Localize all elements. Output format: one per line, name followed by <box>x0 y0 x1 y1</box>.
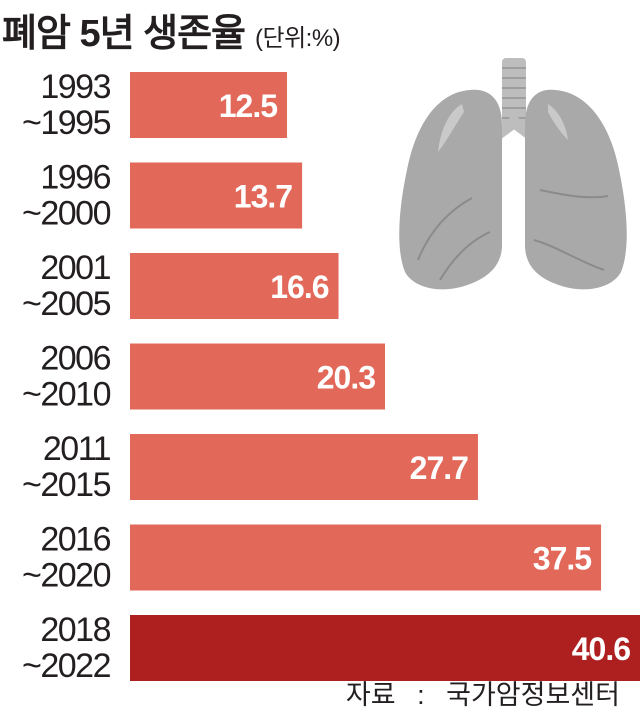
value-label-4: 27.7 <box>410 450 468 486</box>
bar-4 <box>130 434 478 500</box>
right-lung <box>525 89 627 290</box>
source-value: 국가암정보센터 <box>446 680 620 710</box>
bar-0 <box>130 72 288 138</box>
category-label-4-1: ~2015 <box>22 466 111 504</box>
value-label-1: 13.7 <box>234 179 292 215</box>
source-label: 자료 <box>345 680 396 710</box>
category-label-1-0: 1996 <box>40 159 110 197</box>
value-label-5: 37.5 <box>533 541 591 577</box>
category-label-1-1: ~2000 <box>22 195 111 233</box>
category-label-5-0: 2016 <box>40 521 110 559</box>
category-label-6-1: ~2022 <box>22 647 111 685</box>
source-separator: : <box>417 680 425 710</box>
value-label-0: 12.5 <box>219 88 277 124</box>
category-label-2-1: ~2005 <box>22 285 111 323</box>
category-label-3-1: ~2010 <box>22 376 111 414</box>
bar-2 <box>130 253 339 319</box>
bar-6 <box>130 615 640 681</box>
chart-title: 폐암 5년 생존율 <box>2 13 246 55</box>
value-label-2: 16.6 <box>270 269 328 305</box>
value-label-3: 20.3 <box>317 360 375 396</box>
value-label-6: 40.6 <box>572 631 630 667</box>
source-credit: 자료 : 국가암정보센터 <box>346 673 620 712</box>
bar-3 <box>130 343 385 410</box>
category-label-2-0: 2001 <box>40 249 110 287</box>
unit-label: (단위:%) <box>255 25 341 52</box>
category-label-5-1: ~2020 <box>22 557 111 595</box>
lungs-icon <box>399 58 627 290</box>
category-label-0-0: 1993 <box>40 68 110 106</box>
category-label-3-0: 2006 <box>40 340 110 378</box>
bars-group: 12.5 1993~1995 13.7 1996~2000 16.6 2001~2005 2… <box>22 68 640 685</box>
bar-5 <box>130 524 602 591</box>
category-label-4-0: 2011 <box>43 430 111 468</box>
category-label-6-0: 2018 <box>40 611 110 649</box>
bar-1 <box>130 162 303 229</box>
title-row: 폐암 5년 생존율 (단위:%) <box>2 2 341 55</box>
category-label-0-1: ~1995 <box>22 104 111 142</box>
